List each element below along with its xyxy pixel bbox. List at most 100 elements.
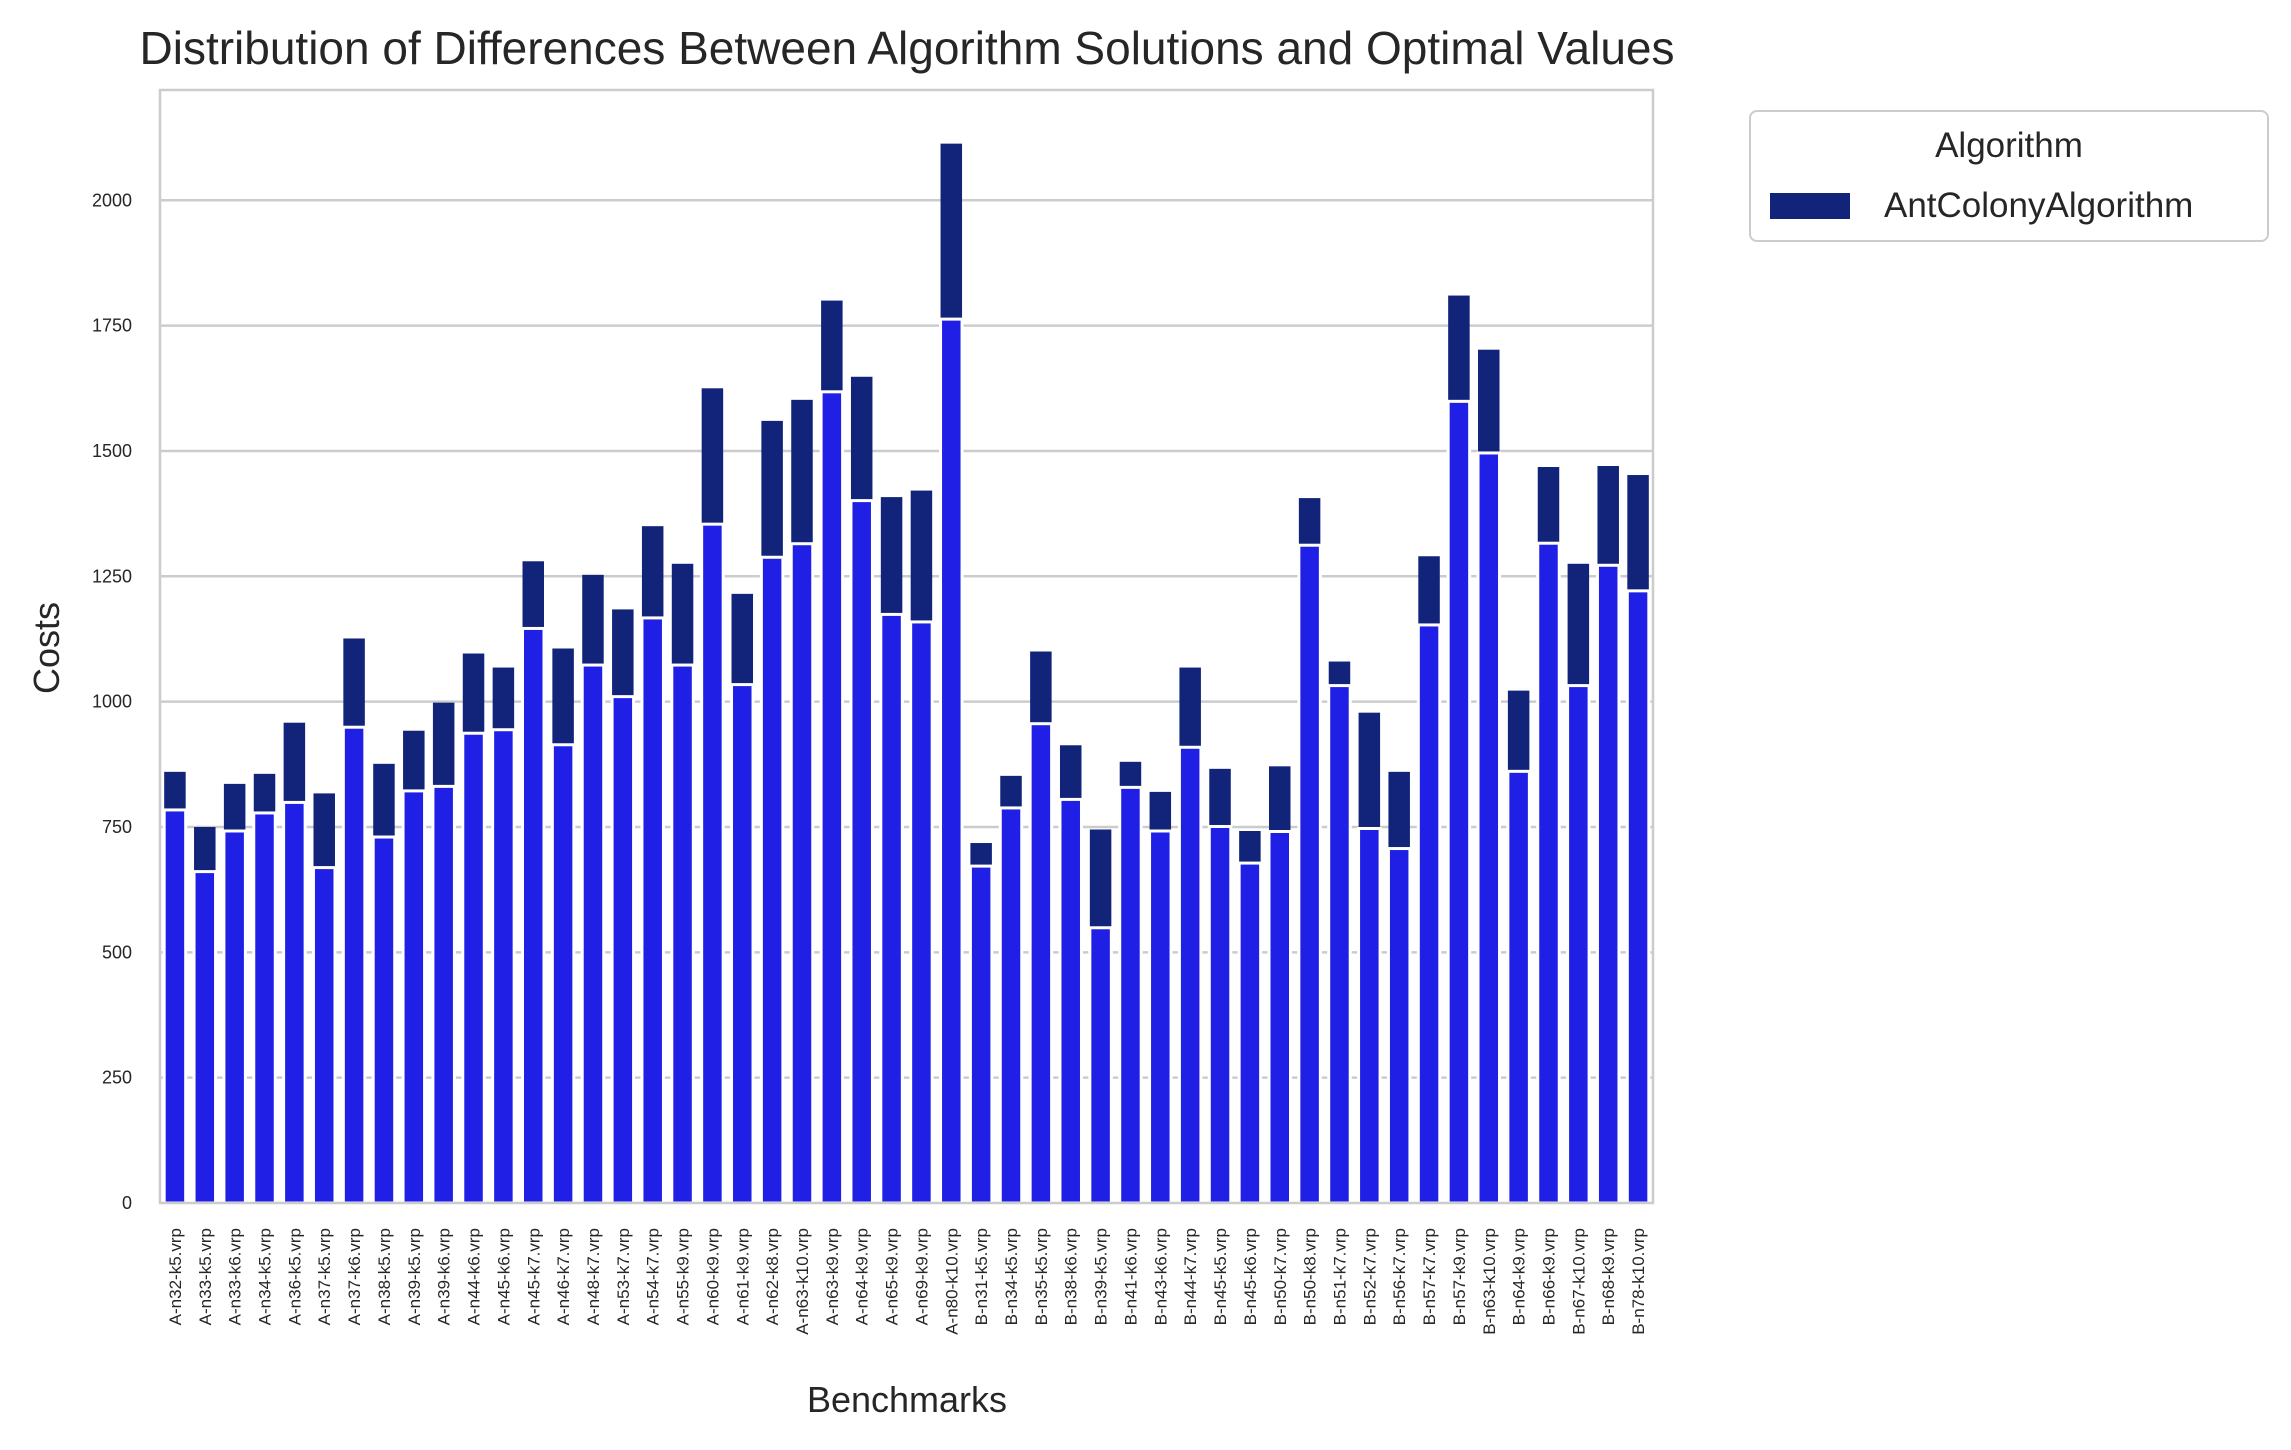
optimal-bar — [341, 725, 367, 1205]
legend-box — [1749, 110, 2269, 242]
optimal-bar — [1416, 623, 1442, 1205]
y-tick-label: 500 — [102, 942, 132, 962]
x-tick-label: B-n45-k6.vrp — [1241, 1228, 1260, 1325]
x-tick-label: B-n45-k5.vrp — [1211, 1228, 1230, 1325]
optimal-bar — [1058, 797, 1083, 1205]
x-tick-label: A-n39-k5.vrp — [405, 1228, 424, 1325]
optimal-bar — [968, 864, 994, 1205]
optimal-bar — [550, 743, 576, 1205]
optimal-bar — [282, 800, 307, 1205]
x-tick-label: B-n78-k10.vrp — [1629, 1228, 1648, 1335]
optimal-bar — [1207, 824, 1233, 1205]
x-tick-label: B-n38-k6.vrp — [1062, 1228, 1081, 1325]
x-tick-label: A-n62-k8.vrp — [763, 1228, 782, 1325]
x-tick-label: A-n37-k5.vrp — [315, 1228, 334, 1325]
optimal-bar — [1327, 684, 1352, 1205]
optimal-bar — [700, 522, 725, 1205]
optimal-bar — [521, 626, 546, 1205]
optimal-bar — [580, 663, 606, 1205]
x-tick-label: A-n48-k7.vrp — [584, 1228, 603, 1325]
x-tick-label: A-n45-k7.vrp — [524, 1228, 543, 1325]
y-tick-label: 1250 — [92, 566, 132, 586]
optimal-bar — [1357, 826, 1382, 1205]
optimal-bar — [1237, 861, 1263, 1205]
optimal-bar — [1536, 541, 1561, 1205]
y-axis-label: Costs — [26, 602, 67, 694]
x-tick-label: A-n65-k9.vrp — [883, 1228, 902, 1325]
y-tick-label: 0 — [122, 1193, 132, 1213]
optimal-bar — [222, 829, 247, 1205]
x-tick-label: B-n56-k7.vrp — [1390, 1228, 1409, 1325]
optimal-bar — [819, 390, 845, 1205]
optimal-bar — [879, 612, 904, 1205]
optimal-bar — [162, 808, 188, 1205]
x-tick-label: B-n57-k7.vrp — [1420, 1228, 1439, 1325]
x-tick-label: B-n64-k9.vrp — [1510, 1228, 1529, 1325]
legend: Algorithm AntColonyAlgorithm — [1749, 110, 2269, 242]
optimal-bar — [1267, 829, 1292, 1205]
optimal-bar — [192, 870, 218, 1205]
optimal-bar — [640, 616, 665, 1205]
optimal-bar — [1446, 399, 1472, 1205]
x-tick-label: A-n45-k6.vrp — [494, 1228, 513, 1325]
x-tick-labels: A-n32-k5.vrp A-n33-k5.vrp A-n33-k6.vrp A-n3… — [166, 1228, 1648, 1335]
x-tick-label: A-n44-k6.vrp — [465, 1228, 484, 1325]
optimal-bar — [909, 620, 934, 1205]
optimal-bar — [759, 555, 785, 1205]
legend-title: Algorithm — [1935, 126, 2083, 165]
x-tick-label: A-n33-k5.vrp — [196, 1228, 215, 1325]
x-tick-label: A-n32-k5.vrp — [166, 1228, 185, 1325]
x-tick-label: B-n41-k6.vrp — [1121, 1228, 1140, 1325]
optimal-bar — [849, 499, 874, 1205]
x-tick-label: B-n57-k9.vrp — [1450, 1228, 1469, 1325]
y-tick-labels: 0 250 500 750 1000 1250 1500 1750 2000 — [92, 190, 132, 1213]
x-tick-label: B-n31-k5.vrp — [972, 1228, 991, 1325]
optimal-bar — [1595, 563, 1621, 1205]
optimal-bar — [371, 835, 397, 1205]
optimal-bar — [1386, 847, 1412, 1205]
optimal-bar — [431, 784, 456, 1205]
x-tick-label: A-n34-k5.vrp — [256, 1228, 275, 1325]
optimal-bar — [730, 683, 755, 1205]
x-tick-label: B-n67-k10.vrp — [1569, 1228, 1588, 1335]
x-tick-label: A-n54-k7.vrp — [644, 1228, 663, 1325]
x-tick-label: A-n53-k7.vrp — [614, 1228, 633, 1325]
x-tick-label: B-n66-k9.vrp — [1539, 1228, 1558, 1325]
optimal-bar — [401, 789, 427, 1205]
y-tick-label: 250 — [102, 1068, 132, 1088]
x-tick-label: A-n61-k9.vrp — [733, 1228, 752, 1325]
x-tick-label: B-n43-k6.vrp — [1151, 1228, 1170, 1325]
x-tick-label: A-n55-k9.vrp — [674, 1228, 693, 1325]
optimal-bar — [670, 663, 695, 1205]
chart-title: Distribution of Differences Between Algo… — [140, 22, 1675, 74]
optimal-bar — [1566, 684, 1591, 1205]
x-tick-label: B-n35-k5.vrp — [1032, 1228, 1051, 1325]
y-tick-label: 1500 — [92, 441, 132, 461]
legend-swatch — [1770, 193, 1850, 219]
x-axis-label: Benchmarks — [807, 1379, 1007, 1420]
x-tick-label: A-n46-k7.vrp — [554, 1228, 573, 1325]
x-tick-label: A-n80-k10.vrp — [942, 1228, 961, 1335]
x-tick-label: B-n50-k8.vrp — [1301, 1228, 1320, 1325]
optimal-bar — [610, 695, 636, 1205]
optimal-bar — [939, 317, 964, 1205]
optimal-bar — [1148, 829, 1173, 1205]
x-tick-label: B-n44-k7.vrp — [1181, 1228, 1200, 1325]
optimal-bar — [1088, 926, 1113, 1205]
y-tick-label: 1000 — [92, 692, 132, 712]
optimal-bar — [1297, 543, 1322, 1205]
optimal-bar — [461, 731, 486, 1205]
x-tick-label: A-n36-k5.vrp — [285, 1228, 304, 1325]
plot-frame — [158, 88, 1655, 1205]
optimal-bar — [1506, 769, 1531, 1205]
optimal-bar — [1118, 785, 1143, 1205]
x-tick-label: A-n60-k9.vrp — [703, 1228, 722, 1325]
x-tick-label: A-n38-k5.vrp — [375, 1228, 394, 1325]
optimal-bar — [1625, 589, 1651, 1205]
optimal-bar — [491, 728, 516, 1205]
x-tick-label: A-n64-k9.vrp — [853, 1228, 872, 1325]
y-tick-label: 750 — [102, 817, 132, 837]
x-tick-label: A-n69-k9.vrp — [912, 1228, 931, 1325]
